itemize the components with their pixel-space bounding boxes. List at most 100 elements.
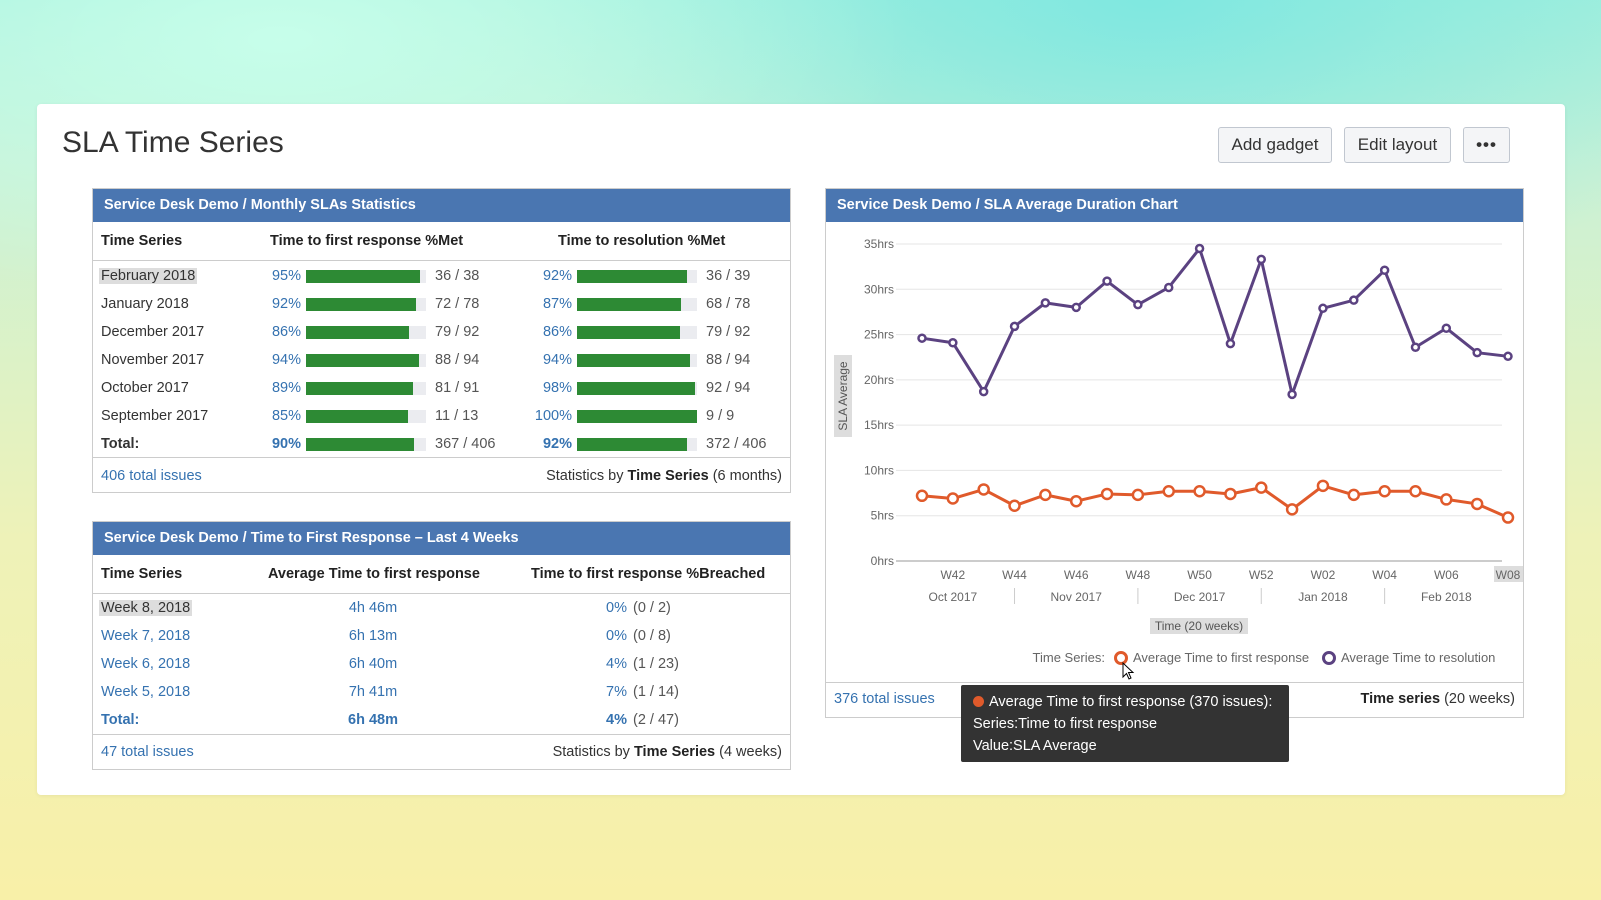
data-point: [915, 489, 929, 503]
weekly-total-issues-link[interactable]: 47 total issues: [101, 744, 194, 760]
tooltip-series-key: Series:: [973, 716, 1019, 732]
legend-prefix: Time Series:: [1033, 650, 1105, 665]
average-first-response-value[interactable]: 6h 13m: [348, 628, 398, 644]
resolution-bar-fill: [577, 298, 682, 311]
month-label: November 2017: [101, 352, 205, 368]
breached-percent[interactable]: 4%: [606, 656, 627, 672]
breached-percent[interactable]: 4%: [606, 712, 627, 728]
first-response-percent: 94%: [271, 352, 301, 368]
y-tick-label: 10hrs: [864, 463, 894, 477]
col-header-time-series: Time Series: [101, 233, 183, 249]
resolution-percent: 98%: [542, 380, 572, 396]
data-point: [1069, 494, 1083, 508]
y-tick-label: 35hrs: [864, 237, 894, 251]
header-divider: [93, 260, 790, 261]
breached-percent[interactable]: 0%: [606, 628, 627, 644]
breached-count: (1 / 23): [633, 656, 679, 672]
x-tick-label: W04: [1372, 568, 1397, 582]
first-response-percent: 90%: [271, 436, 301, 452]
first-response-count: 81 / 91: [435, 380, 480, 396]
first-response-count: 367 / 406: [435, 436, 496, 452]
data-point: [1039, 488, 1052, 502]
resolution-percent: 100%: [534, 408, 572, 424]
month-label: Jan 2018: [1298, 590, 1348, 604]
resolution-bar-fill: [577, 438, 688, 451]
data-point: [1410, 342, 1421, 353]
legend-label-resolution: Average Time to resolution: [1341, 650, 1495, 665]
data-point: [1040, 298, 1051, 308]
data-point: [1472, 347, 1482, 358]
data-point: [977, 483, 990, 496]
week-link[interactable]: Week 5, 2018: [101, 684, 191, 700]
weekly-gadget-title: Service Desk Demo / Time to First Respon…: [93, 522, 790, 555]
legend-label-first-response: Average Time to first response: [1133, 650, 1309, 665]
week-link[interactable]: Week 7, 2018: [101, 628, 191, 644]
col-header-first-response-met: Time to first response %Met: [270, 233, 464, 249]
first-response-weekly-gadget: Service Desk Demo / Time to First Respon…: [92, 521, 791, 770]
first-response-bar-fill: [306, 410, 408, 423]
resolution-bar: [577, 270, 697, 283]
average-first-response-value[interactable]: 7h 41m: [348, 684, 398, 700]
data-point: [978, 386, 989, 397]
tooltip-value-key: Value:: [973, 738, 1014, 754]
average-first-response-value[interactable]: 4h 46m: [348, 600, 398, 616]
x-tick-highlight: [1494, 566, 1523, 582]
data-point: [917, 333, 927, 343]
resolution-bar: [577, 298, 697, 311]
y-tick-label: 5hrs: [871, 509, 894, 523]
y-tick-label: 25hrs: [864, 328, 894, 342]
resolution-count: 88 / 94: [706, 352, 751, 368]
data-point: [1256, 254, 1267, 265]
first-response-bar: [306, 354, 426, 367]
breached-percent[interactable]: 0%: [606, 600, 627, 616]
col-header-resolution-met: Time to resolution %Met: [558, 233, 726, 249]
first-response-bar: [306, 298, 426, 311]
x-tick-label: W06: [1434, 568, 1459, 582]
first-response-bar: [306, 438, 426, 451]
data-point: [1470, 497, 1484, 511]
resolution-bar: [577, 382, 697, 395]
x-tick-label: W52: [1249, 568, 1274, 582]
resolution-percent: 92%: [542, 268, 572, 284]
header-divider: [93, 593, 790, 594]
add-gadget-button[interactable]: Add gadget: [1218, 127, 1332, 163]
more-options-button[interactable]: •••: [1463, 127, 1510, 163]
page-title: SLA Time Series: [62, 126, 284, 159]
monthly-total-issues-link[interactable]: 406 total issues: [101, 468, 202, 484]
average-first-response-value[interactable]: 6h 40m: [348, 656, 398, 672]
resolution-bar: [577, 438, 697, 451]
month-label: January 2018: [101, 296, 189, 312]
first-response-percent: 85%: [271, 408, 301, 424]
first-response-count: 11 / 13: [435, 408, 479, 424]
chart-gadget-title: Service Desk Demo / SLA Average Duration…: [826, 189, 1523, 222]
y-tick-label: 30hrs: [864, 282, 894, 296]
series-color-icon: [973, 696, 984, 707]
average-first-response-value[interactable]: 6h 48m: [348, 712, 398, 728]
data-point: [1378, 485, 1391, 498]
first-response-bar: [306, 410, 426, 423]
breached-percent[interactable]: 7%: [606, 684, 627, 700]
month-label: February 2018: [99, 268, 198, 284]
resolution-bar: [577, 410, 697, 423]
breached-count: (0 / 2): [633, 600, 671, 616]
edit-layout-button[interactable]: Edit layout: [1344, 127, 1451, 163]
first-response-count: 88 / 94: [435, 352, 480, 368]
chart-total-issues-link[interactable]: 376 total issues: [834, 691, 935, 707]
data-point: [1440, 493, 1453, 506]
breached-count: (0 / 8): [633, 628, 671, 644]
resolution-count: 68 / 78: [706, 296, 751, 312]
resolution-percent: 86%: [542, 324, 572, 340]
week-link[interactable]: Week 6, 2018: [101, 656, 191, 672]
month-label: October 2017: [101, 380, 189, 396]
y-axis-label-bg: [834, 355, 852, 437]
data-point: [1009, 321, 1020, 332]
data-point: [1133, 299, 1143, 310]
breached-count: (2 / 47): [633, 712, 679, 728]
data-point: [1379, 265, 1390, 276]
y-tick-label: 0hrs: [871, 554, 894, 568]
x-tick-label: W02: [1311, 568, 1336, 582]
first-response-bar: [306, 382, 426, 395]
data-point: [1503, 351, 1513, 362]
data-point: [1409, 485, 1422, 498]
week-link[interactable]: Week 8, 2018: [99, 600, 193, 616]
